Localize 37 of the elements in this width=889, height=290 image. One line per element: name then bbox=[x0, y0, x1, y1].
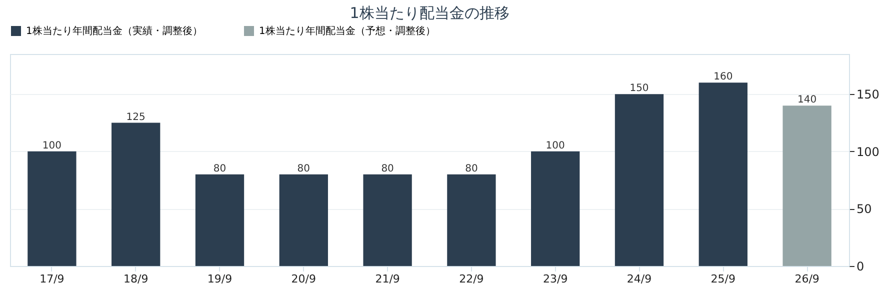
x-tick-label: 25/9 bbox=[710, 272, 736, 286]
x-tick-label: 22/9 bbox=[459, 272, 484, 286]
x-tick-label: 26/9 bbox=[794, 272, 820, 286]
data-label: 80 bbox=[297, 163, 310, 174]
bar bbox=[363, 174, 412, 266]
data-label: 80 bbox=[465, 163, 478, 174]
legend-label: 1株当たり年間配当金（予想・調整後） bbox=[259, 25, 436, 37]
x-tick-label: 23/9 bbox=[543, 272, 568, 286]
bar bbox=[698, 82, 748, 266]
bar bbox=[614, 94, 664, 266]
bar bbox=[195, 174, 244, 266]
y-tick-label: 100 bbox=[856, 144, 880, 159]
data-label: 80 bbox=[381, 163, 394, 174]
bar bbox=[531, 151, 580, 266]
data-label: 160 bbox=[714, 72, 733, 83]
x-tick-label: 20/9 bbox=[291, 272, 316, 286]
bar bbox=[28, 151, 76, 266]
data-label: 140 bbox=[798, 94, 817, 106]
data-label: 150 bbox=[630, 83, 649, 94]
y-tick-label: 150 bbox=[856, 88, 880, 102]
x-tick-label: 21/9 bbox=[375, 272, 400, 286]
x-tick-label: 19/9 bbox=[207, 272, 232, 286]
data-label: 100 bbox=[546, 140, 565, 152]
data-label: 100 bbox=[42, 140, 62, 152]
bar bbox=[112, 122, 160, 266]
legend-label: 1株当たり年間配当金（実績・調整後） bbox=[26, 25, 202, 37]
y-tick-label: 0 bbox=[856, 260, 864, 274]
data-label: 125 bbox=[126, 112, 146, 123]
bar bbox=[782, 106, 832, 266]
chart-title: 1株当たり配当金の推移 bbox=[350, 4, 510, 22]
x-tick-label: 24/9 bbox=[626, 272, 652, 286]
bar bbox=[447, 174, 496, 266]
y-tick-label: 50 bbox=[856, 202, 872, 216]
x-tick-label: 17/9 bbox=[40, 272, 64, 286]
data-label: 80 bbox=[213, 163, 226, 174]
x-tick-label: 18/9 bbox=[124, 272, 148, 286]
bar bbox=[279, 174, 328, 266]
